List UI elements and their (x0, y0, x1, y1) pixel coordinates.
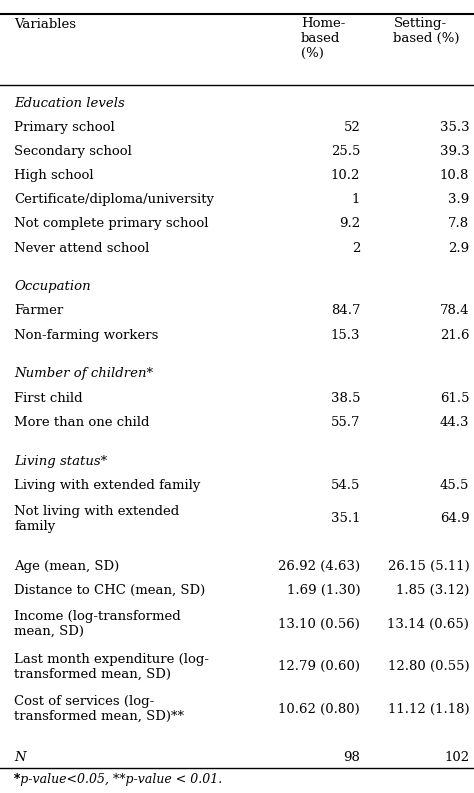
Text: 38.5: 38.5 (331, 392, 360, 404)
Text: 44.3: 44.3 (440, 416, 469, 429)
Text: 10.8: 10.8 (440, 169, 469, 182)
Text: 1.69 (1.30): 1.69 (1.30) (287, 584, 360, 597)
Text: 11.12 (1.18): 11.12 (1.18) (388, 703, 469, 715)
Text: 55.7: 55.7 (331, 416, 360, 429)
Text: Not living with extended
family: Not living with extended family (14, 504, 180, 533)
Text: 26.92 (4.63): 26.92 (4.63) (278, 560, 360, 573)
Text: First child: First child (14, 392, 83, 404)
Text: 35.1: 35.1 (331, 512, 360, 525)
Text: Income (log-transformed
mean, SD): Income (log-transformed mean, SD) (14, 610, 181, 638)
Text: Not complete primary school: Not complete primary school (14, 217, 209, 231)
Text: High school: High school (14, 169, 94, 182)
Text: Living status*: Living status* (14, 454, 108, 468)
Text: 61.5: 61.5 (440, 392, 469, 404)
Text: 26.15 (5.11): 26.15 (5.11) (388, 560, 469, 573)
Text: Non-farming workers: Non-farming workers (14, 328, 159, 342)
Text: *: * (14, 773, 20, 786)
Text: Never attend school: Never attend school (14, 242, 150, 255)
Text: Secondary school: Secondary school (14, 145, 132, 158)
Text: 54.5: 54.5 (331, 479, 360, 492)
Text: N: N (14, 751, 26, 764)
Text: 78.4: 78.4 (440, 305, 469, 317)
Text: 39.3: 39.3 (439, 145, 469, 158)
Text: Age (mean, SD): Age (mean, SD) (14, 560, 119, 573)
Text: Primary school: Primary school (14, 121, 115, 134)
Text: 2.9: 2.9 (448, 242, 469, 255)
Text: 52: 52 (344, 121, 360, 134)
Text: Distance to CHC (mean, SD): Distance to CHC (mean, SD) (14, 584, 205, 597)
Text: 15.3: 15.3 (331, 328, 360, 342)
Text: 98: 98 (343, 751, 360, 764)
Text: 1.85 (3.12): 1.85 (3.12) (396, 584, 469, 597)
Text: 3.9: 3.9 (448, 193, 469, 206)
Text: More than one child: More than one child (14, 416, 150, 429)
Text: 25.5: 25.5 (331, 145, 360, 158)
Text: 21.6: 21.6 (440, 328, 469, 342)
Text: 102: 102 (444, 751, 469, 764)
Text: 64.9: 64.9 (439, 512, 469, 525)
Text: 7.8: 7.8 (448, 217, 469, 231)
Text: 35.3: 35.3 (439, 121, 469, 134)
Text: Farmer: Farmer (14, 305, 64, 317)
Text: Cost of services (log-
transformed mean, SD)**: Cost of services (log- transformed mean,… (14, 695, 184, 723)
Text: Certificate/diploma/university: Certificate/diploma/university (14, 193, 214, 206)
Text: Setting-
based (%): Setting- based (%) (393, 17, 460, 44)
Text: 12.80 (0.55): 12.80 (0.55) (388, 660, 469, 673)
Text: 2: 2 (352, 242, 360, 255)
Text: 1: 1 (352, 193, 360, 206)
Text: 45.5: 45.5 (440, 479, 469, 492)
Text: Variables: Variables (14, 18, 76, 31)
Text: *p-value<0.05, **p-value < 0.01.: *p-value<0.05, **p-value < 0.01. (14, 773, 222, 786)
Text: Home-
based
(%): Home- based (%) (301, 17, 346, 59)
Text: 84.7: 84.7 (331, 305, 360, 317)
Text: 13.14 (0.65): 13.14 (0.65) (387, 618, 469, 630)
Text: Last month expenditure (log-
transformed mean, SD): Last month expenditure (log- transformed… (14, 653, 209, 680)
Text: 9.2: 9.2 (339, 217, 360, 231)
Text: 12.79 (0.60): 12.79 (0.60) (278, 660, 360, 673)
Text: Education levels: Education levels (14, 97, 125, 109)
Text: 10.62 (0.80): 10.62 (0.80) (279, 703, 360, 715)
Text: 10.2: 10.2 (331, 169, 360, 182)
Text: Occupation: Occupation (14, 281, 91, 293)
Text: Number of children*: Number of children* (14, 367, 154, 381)
Text: Living with extended family: Living with extended family (14, 479, 201, 492)
Text: 13.10 (0.56): 13.10 (0.56) (278, 618, 360, 630)
